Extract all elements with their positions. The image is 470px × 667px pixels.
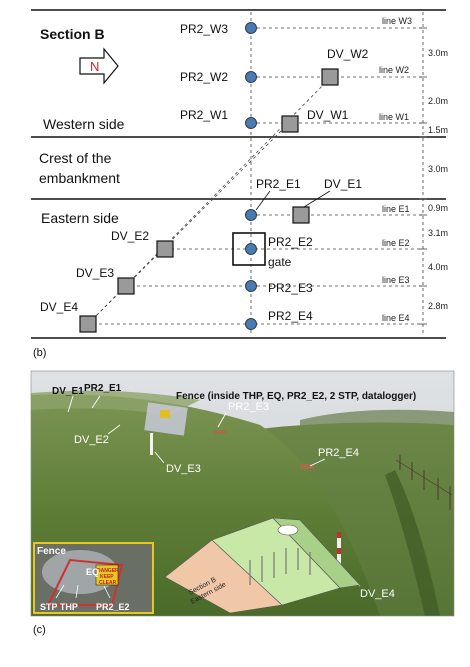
spacing-2: 2.0m (428, 96, 448, 106)
inset-title: Fence (37, 546, 66, 557)
piezometer-w3 (245, 22, 257, 34)
caption-b: (b) (33, 347, 46, 359)
photo-label-dv-e4: DV_E4 (360, 588, 395, 600)
label-line-e4: line E4 (382, 313, 410, 323)
sign-text-2: KEEP (100, 574, 114, 580)
label-line-e1: line E1 (382, 204, 410, 214)
label-pr2-w1: PR2_W1 (180, 108, 228, 122)
caption-c: (c) (33, 624, 46, 636)
label-line-e2: line E2 (382, 238, 410, 248)
spacing-7: 4.0m (428, 262, 448, 272)
piezometer-e4 (245, 318, 257, 330)
zone-crest-1: Crest of the (39, 150, 112, 166)
spacing-6: 3.1m (428, 228, 448, 238)
spacing-8: 2.8m (428, 301, 448, 311)
photo-label-pr2-e3: PR2_E3 (228, 401, 269, 413)
label-pr2-e4: PR2_E4 (268, 309, 313, 323)
label-line-w3: line W3 (382, 16, 412, 26)
piezometer-e2 (245, 243, 257, 255)
label-dv-e2: DV_E2 (111, 229, 149, 243)
dv-w1-marker (281, 115, 299, 133)
photo-label-pr2-e1: PR2_E1 (84, 383, 122, 394)
label-pr2-w2: PR2_W2 (180, 70, 228, 84)
dv-e1-pointer (303, 190, 331, 208)
deformation-points (79, 68, 339, 333)
label-dv-e1: DV_E1 (324, 177, 362, 191)
north-arrow-letter: N (90, 59, 99, 74)
inset-eq: EQ (86, 567, 99, 577)
danger-sign (95, 564, 119, 586)
label-line-e3: line E3 (382, 275, 410, 285)
label-dv-w2: DV_W2 (327, 47, 369, 61)
dv-e1-marker (292, 206, 310, 224)
dv-w2-marker (321, 68, 339, 86)
section-title: Section B (40, 26, 105, 42)
label-pr2-w3: PR2_W3 (180, 22, 228, 36)
inset-stp-thp: STP THP (40, 602, 78, 612)
label-dv-e3: DV_E3 (76, 266, 114, 280)
label-line-w1: line W1 (379, 112, 409, 122)
dv-e2-marker (156, 240, 174, 258)
photo-label-dv-e1: DV_E1 (52, 386, 84, 397)
spacing-ticks (419, 27, 427, 325)
label-pr2-e1: PR2_E1 (256, 177, 301, 191)
piezometer-e3 (245, 280, 257, 292)
north-arrow-icon: N (79, 47, 119, 85)
piezometer-e1 (245, 209, 257, 221)
gate-box (232, 232, 266, 266)
inset-pr2-e2: PR2_E2 (96, 602, 130, 612)
dv-e4-marker (79, 315, 97, 333)
label-pr2-e3: PR2_E3 (268, 281, 313, 295)
piezometers (245, 22, 257, 330)
label-dv-e4: DV_E4 (40, 300, 78, 314)
zone-eastern: Eastern side (41, 210, 119, 226)
zone-crest-2: embankment (39, 170, 120, 186)
photo-label-dv-e3: DV_E3 (166, 463, 201, 475)
pr2-e1-pointer (255, 190, 271, 211)
dv-e3-marker (117, 277, 135, 295)
section-diagram: Section B N Western side Crest of the em… (31, 9, 448, 359)
fence-enclosure (144, 402, 188, 436)
label-pr2-e2: PR2_E2 (268, 235, 313, 249)
spacing-1: 3.0m (428, 48, 448, 58)
photo-label-dv-e2: DV_E2 (74, 434, 109, 446)
fence-inset: DANGER KEEP CLEAR Fence EQ STP THP PR2_E… (33, 542, 154, 614)
diagonal-inner (87, 122, 290, 325)
sign-text-1: DANGER (97, 568, 119, 574)
photo-frame (30, 370, 455, 617)
label-gate: gate (268, 255, 292, 269)
photo-label-fence-note: Fence (inside THP, EQ, PR2_E2, 2 STP, da… (176, 391, 416, 402)
spacing-4: 3.0m (428, 164, 448, 174)
sign-text-3: CLEAR (99, 580, 117, 586)
photo-label-pr2-e4: PR2_E4 (318, 447, 359, 459)
zone-western: Western side (43, 116, 125, 132)
label-dv-w1: DV_W1 (307, 108, 349, 122)
label-line-w2: line W2 (379, 65, 409, 75)
spacing-5: 0.9m (428, 203, 448, 213)
piezometer-w2 (245, 71, 257, 83)
piezometer-w1 (245, 117, 257, 129)
spacing-3: 1.5m (428, 125, 448, 135)
